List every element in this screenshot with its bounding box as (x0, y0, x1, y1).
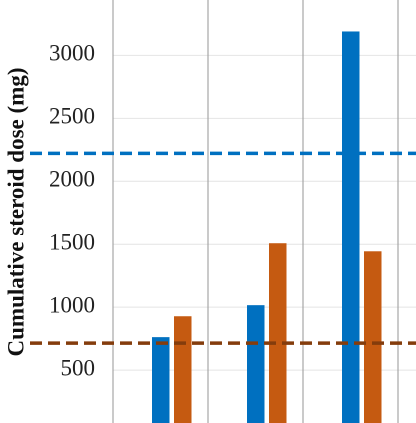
y-tick-label: 2000 (49, 167, 95, 192)
y-tick-label: 1500 (49, 230, 95, 255)
y-axis-label: Cumulative steroid dose (mg) (3, 68, 28, 357)
y-tick-label: 2500 (49, 104, 95, 129)
y-tick-label: 500 (61, 355, 96, 380)
bar (247, 305, 265, 423)
y-tick-label: 1000 (49, 292, 95, 317)
y-tick-label: 3000 (49, 41, 95, 66)
bar (342, 31, 360, 423)
bar (269, 243, 287, 423)
bar (152, 337, 170, 423)
bar (174, 316, 192, 423)
bar (364, 251, 382, 423)
